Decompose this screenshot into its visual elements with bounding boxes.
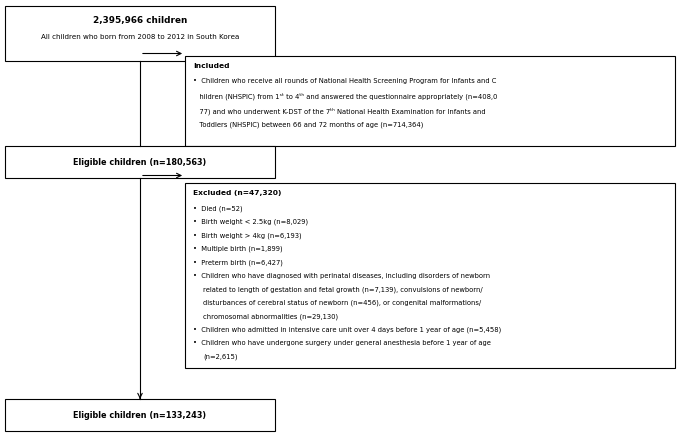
Bar — [5, 399, 275, 431]
Text: Eligible children (n=133,243): Eligible children (n=133,243) — [73, 411, 207, 419]
Text: •  Children who have undergone surgery under general anesthesia before 1 year of: • Children who have undergone surgery un… — [193, 340, 491, 346]
Text: (n=2,615): (n=2,615) — [203, 354, 238, 360]
Text: •  Birth weight < 2.5kg (n=8,029): • Birth weight < 2.5kg (n=8,029) — [193, 218, 308, 225]
Bar — [185, 56, 675, 146]
Text: •  Multiple birth (n=1,899): • Multiple birth (n=1,899) — [193, 245, 283, 252]
Text: disturbances of cerebral status of newborn (n=456), or congenital malformations/: disturbances of cerebral status of newbo… — [203, 300, 481, 306]
Bar — [5, 146, 275, 178]
Text: 77) and who underwent K-DST of the 7ᵗʰ National Health Examination for Infants a: 77) and who underwent K-DST of the 7ᵗʰ N… — [193, 107, 486, 115]
Text: Excluded (n=47,320): Excluded (n=47,320) — [193, 190, 282, 196]
Text: Included: Included — [193, 63, 229, 69]
Bar — [185, 183, 675, 368]
Bar — [5, 6, 275, 61]
Text: •  Birth weight > 4kg (n=6,193): • Birth weight > 4kg (n=6,193) — [193, 232, 301, 238]
Text: Eligible children (n=180,563): Eligible children (n=180,563) — [73, 157, 207, 167]
Text: •  Children who have diagnosed with perinatal diseases, including disorders of n: • Children who have diagnosed with perin… — [193, 272, 490, 279]
Text: •  Died (n=52): • Died (n=52) — [193, 205, 242, 211]
Text: 2,395,966 children: 2,395,966 children — [92, 16, 187, 25]
Text: related to length of gestation and fetal growth (n=7,139), convulsions of newbor: related to length of gestation and fetal… — [203, 286, 483, 293]
Text: •  Children who admitted in intensive care unit over 4 days before 1 year of age: • Children who admitted in intensive car… — [193, 327, 501, 333]
Text: hildren (NHSPIC) from 1ˢᵗ to 4ᵗʰ and answered the questionnaire appropriately (n: hildren (NHSPIC) from 1ˢᵗ to 4ᵗʰ and ans… — [193, 92, 497, 100]
Text: All children who born from 2008 to 2012 in South Korea: All children who born from 2008 to 2012 … — [41, 34, 239, 40]
Text: •  Children who receive all rounds of National Health Screening Program for Infa: • Children who receive all rounds of Nat… — [193, 78, 497, 84]
Text: •  Preterm birth (n=6,427): • Preterm birth (n=6,427) — [193, 259, 283, 266]
Text: Toddlers (NHSPIC) between 66 and 72 months of age (n=714,364): Toddlers (NHSPIC) between 66 and 72 mont… — [193, 122, 423, 128]
Text: chromosomal abnormalities (n=29,130): chromosomal abnormalities (n=29,130) — [203, 313, 338, 320]
